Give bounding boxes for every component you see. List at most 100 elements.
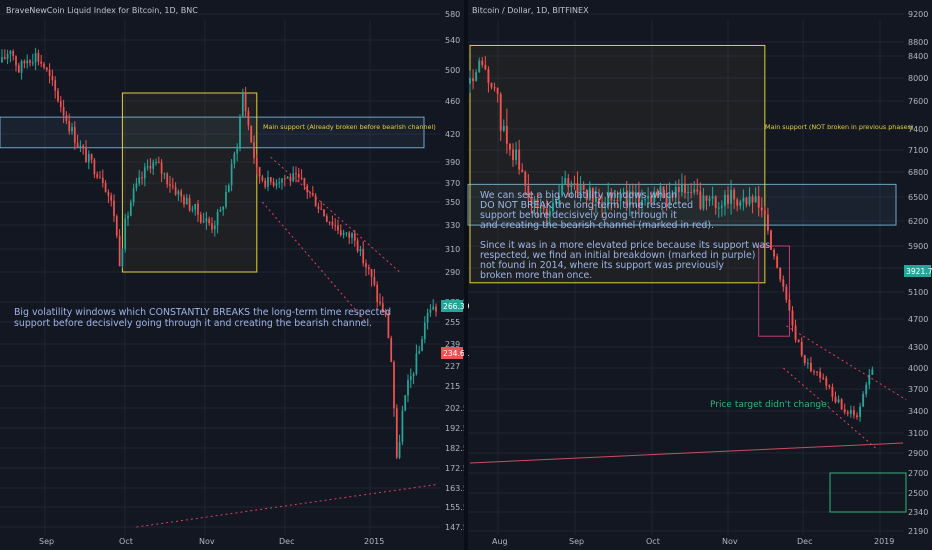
left-annotation-line: support before decisively going through … [14,318,372,329]
candle-body [637,192,640,208]
candle-body [435,306,437,312]
right-chart-panel[interactable]: Bitcoin / Dollar, 1D, BITFINEX Main supp… [467,6,932,546]
panel-divider[interactable] [464,0,468,550]
candle-body [387,313,390,339]
candle-body [708,198,711,201]
candle-body [426,312,429,323]
candle-body [286,176,289,179]
right-annotation-line: broken more than once. [480,270,592,281]
candle-body [530,197,533,205]
candle-body [760,207,763,211]
right-annotation-line: We can see a big volatility windows whic… [480,190,677,201]
candle-body [472,78,475,82]
candle-body [475,72,478,82]
right-trendlines [469,325,907,464]
candle-body [233,153,236,164]
candle-body [647,195,650,199]
candle-body [348,232,351,238]
candle-body [555,199,557,203]
candle-body [487,69,490,83]
candle-body [788,299,791,311]
price-target-label: Price target didn't change: [710,400,830,410]
price-tick-label: 3100 [908,429,928,438]
candle-body [99,177,101,179]
left-chart-panel[interactable]: BraveNewCoin Liquid Index for Bitcoin, 1… [0,6,470,546]
candle-body [208,218,211,224]
candle-body [421,339,423,351]
candle-body [871,369,874,375]
candle-body [723,194,726,206]
candle-body [152,162,155,169]
candle-body [309,192,311,194]
right-price-axis[interactable]: 9200 8800 8400 8000 7600 7400 7100 6800 6500 6200… [908,10,928,536]
right-last-price: 3921.7 [906,267,932,276]
candle-body [594,198,597,203]
candle-body [129,202,132,216]
candle-body [610,191,613,201]
candle-body [264,180,267,187]
candle-body [862,393,865,407]
candle-body [542,207,545,209]
candle-body [230,163,233,186]
price-tick-label: 227 [445,362,460,371]
left-time-axis[interactable]: Sep Oct Nov Dec 2015 [39,537,384,546]
candle-body [306,185,309,193]
candle-body [674,187,677,197]
right-time-axis[interactable]: Aug Sep Oct Nov Dec 2019 [492,537,894,546]
candle-body [803,355,806,363]
candle-body [345,232,348,234]
candle-body [564,178,567,184]
candle-body [236,148,239,154]
candle-body [591,187,594,203]
price-tick-label: 580 [445,10,460,19]
price-tick-label: 6200 [908,217,928,226]
candle-body [837,399,840,403]
left-chart-title: BraveNewCoin Liquid Index for Bitcoin, 1… [6,6,198,15]
candle-body [644,198,647,201]
candle-body [239,116,241,149]
candle-body [54,80,57,91]
candle-body [496,87,499,94]
candle-body [868,374,871,385]
volatility-window-box [121,92,258,273]
candle-body [398,441,401,458]
channel-upper-line [270,156,400,273]
candle-body [478,60,481,73]
candle-body [766,214,769,231]
candle-body [650,195,653,203]
time-tick-label: Sep [569,537,584,546]
candle-body [90,154,93,160]
price-tick-label: 4000 [908,364,928,373]
candle-body [816,371,819,373]
price-tick-label: 460 [445,97,460,106]
price-tick-label: 8400 [908,52,928,61]
candle-body [376,284,379,302]
candle-body [205,218,208,222]
candle-body [711,196,714,199]
candle-body [779,267,782,280]
candle-body [225,191,227,207]
candle-body [745,197,748,205]
candle-body [191,209,194,211]
candle-body [508,143,511,150]
candle-body [174,186,177,195]
candle-body [634,192,637,196]
right-annotation-text: We can see a big volatility windows whic… [480,190,770,281]
candle-body [641,200,643,208]
candle-body [748,196,751,205]
candle-body [31,62,34,64]
price-tick-label: 9200 [908,10,928,19]
candle-body [616,199,619,201]
price-tick-label: 4300 [908,343,928,352]
price-tick-label: 2190 [908,527,928,536]
candle-body [183,196,185,205]
price-tick-label: 420 [445,130,460,139]
left-last-price: 266.39 [443,302,470,311]
candle-body [379,301,381,304]
left-marked-price-badge: 234.61 [441,347,470,359]
time-tick-label: Nov [722,537,738,546]
left-last-price-badge: 266.39 [441,300,470,312]
candle-body [365,263,367,268]
candle-body [782,279,785,287]
time-tick-label: 2019 [874,537,894,546]
